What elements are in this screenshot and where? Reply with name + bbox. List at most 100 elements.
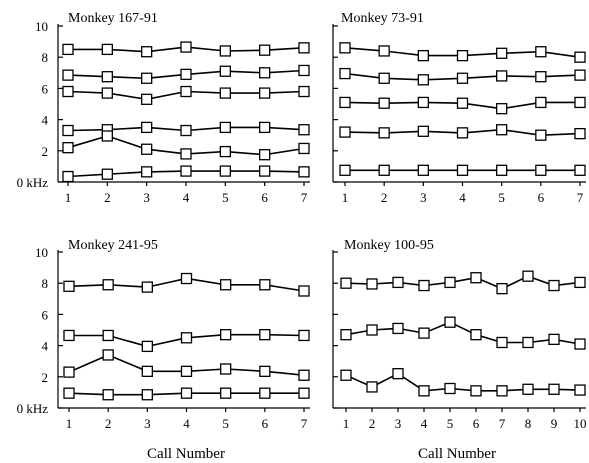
series-line [345,275,581,290]
x-tick-label: 2 [381,190,388,205]
data-point-marker [259,121,271,134]
data-point-marker [522,383,534,395]
x-axis-title: Call Number [418,446,496,462]
x-tick-label: 6 [262,416,269,431]
data-point-marker [219,145,231,158]
panel-title: Monkey 73-91 [341,11,424,26]
data-point-marker [574,127,586,140]
data-point-marker [259,387,271,399]
data-point-marker [298,329,310,342]
data-point-marker [219,121,231,134]
series-line [345,321,581,345]
x-tick-label: 1 [342,190,349,205]
data-point-marker [180,85,192,98]
data-point-marker [548,279,560,292]
data-point-marker [102,389,114,401]
data-point-marker [180,387,193,399]
data-point-marker [417,96,429,109]
data-point-marker [417,49,429,62]
data-point-marker [496,70,508,82]
data-point-marker [298,387,310,399]
data-point-marker [298,166,310,178]
data-point-marker [141,72,153,84]
data-point-marker [141,281,153,293]
data-point-marker [101,130,113,142]
data-point-marker [366,381,378,393]
y-tick-label: 6 [42,307,49,322]
panel-monkey-100-95: Monkey 100-95 Call Number 1 2 3 4 5 6 7 8 9 10 [332,238,587,462]
data-point-marker [259,87,271,99]
data-point-marker [496,283,508,295]
y-tick-label: 8 [42,276,49,291]
data-point-marker [259,67,271,79]
data-point-marker [339,96,351,109]
data-point-marker [456,72,469,84]
x-tick-label: 4 [459,190,466,205]
data-point-marker [180,41,192,53]
x-tick-label: 2 [105,416,112,431]
data-point-marker [444,276,456,289]
x-tick-label: 5 [498,190,505,205]
data-point-marker [101,168,113,180]
data-point-marker [180,148,192,160]
data-point-marker [340,369,352,381]
x-tick-label: 7 [577,190,584,205]
data-point-marker [180,165,192,177]
data-point-marker [141,121,153,134]
data-point-marker [418,327,430,339]
data-point-marker [548,383,560,395]
data-point-marker [180,68,192,81]
data-point-marker [63,329,75,342]
x-tick-label: 4 [183,416,190,431]
x-tick-label: 3 [420,190,427,205]
x-tick-label: 10 [574,416,587,431]
data-point-marker [496,385,508,397]
y-tick-label: 2 [42,370,49,385]
data-point-marker [392,368,404,380]
x-tick-label: 4 [421,416,428,431]
panel-title: Monkey 167-91 [68,11,158,26]
data-point-marker [522,270,534,282]
data-point-marker [141,166,153,178]
data-point-marker [259,279,271,291]
data-point-marker [180,365,193,377]
panel-title: Monkey 100-95 [344,238,434,253]
data-point-marker [102,329,114,342]
data-point-marker [180,332,193,344]
x-tick-label: 5 [222,190,229,205]
data-point-marker [574,384,586,396]
data-point-marker [574,164,586,176]
data-point-marker [259,44,271,56]
data-point-marker [219,45,231,57]
series-line [345,372,581,392]
data-point-marker [418,279,430,292]
data-point-marker [535,71,547,83]
x-tick-label: 3 [143,190,150,205]
data-point-marker [141,46,153,58]
x-tick-label: 5 [447,416,454,431]
data-point-marker [548,333,560,346]
data-point-marker [339,42,351,54]
y-tick-label: 10 [35,245,48,260]
x-tick-label: 5 [222,416,229,431]
data-point-marker [366,278,378,290]
x-tick-label: 7 [301,416,308,431]
y-tick-label: 0 kHz [17,401,49,416]
data-point-marker [535,96,547,109]
data-point-marker [101,71,113,83]
data-point-marker [101,43,113,56]
data-point-marker [574,96,586,109]
data-point-marker [63,280,75,292]
data-point-marker [378,72,390,84]
data-point-marker [392,276,404,289]
y-tick-label: 6 [42,81,49,96]
data-point-marker [220,279,232,291]
y-tick-label: 8 [42,50,49,65]
data-point-marker [62,69,74,81]
data-point-marker [392,322,404,335]
data-point-marker [180,272,193,285]
data-point-marker [298,124,310,136]
panel-monkey-73-91: Monkey 73-91 1 2 3 4 5 6 7 [332,11,586,205]
